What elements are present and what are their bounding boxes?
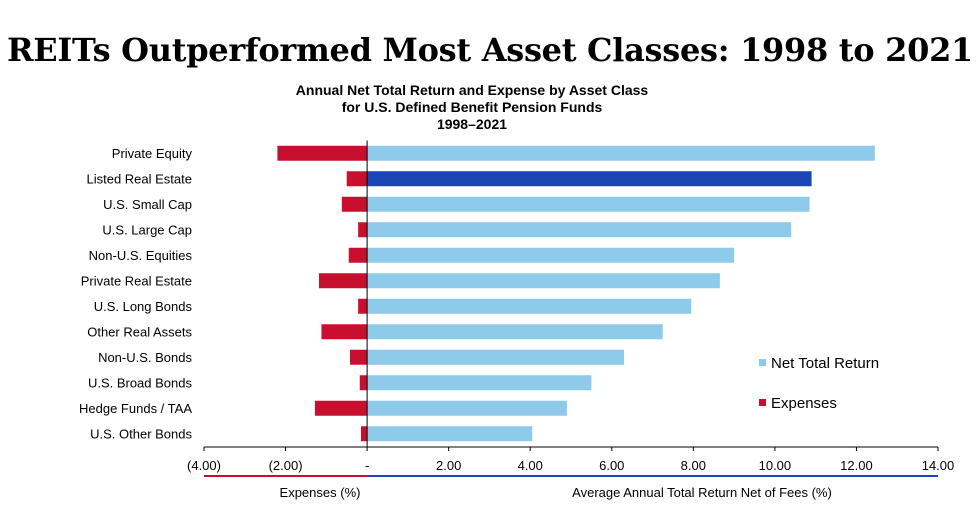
return-bar-u-s-small-cap bbox=[367, 196, 810, 212]
return-bar-non-u-s-equities bbox=[367, 247, 735, 263]
expense-bar-u-s-long-bonds bbox=[358, 298, 368, 314]
x-tick-label: 14.00 bbox=[922, 458, 955, 473]
return-bar-u-s-other-bonds bbox=[367, 426, 533, 442]
bars-group bbox=[277, 145, 875, 442]
chart-title-line-2: for U.S. Defined Benefit Pension Funds bbox=[341, 99, 603, 115]
x-tick-label: 2.00 bbox=[436, 458, 461, 473]
return-bar-u-s-broad-bonds bbox=[367, 375, 592, 391]
x-tick-label: (2.00) bbox=[269, 458, 303, 473]
x-tick-label: 8.00 bbox=[681, 458, 706, 473]
legend: Net Total Return Expenses bbox=[759, 355, 879, 412]
category-label-u-s-small-cap: U.S. Small Cap bbox=[103, 197, 192, 212]
category-labels-group: Private Equity Listed Real Estate U.S. Sma… bbox=[79, 146, 192, 442]
x-tick-label: 10.00 bbox=[759, 458, 792, 473]
expense-bar-u-s-broad-bonds bbox=[359, 375, 368, 391]
x-tick-label: 4.00 bbox=[518, 458, 543, 473]
x-tick-label: - bbox=[365, 458, 369, 473]
x-ticks-group bbox=[203, 447, 939, 451]
legend-label-net-total-return: Net Total Return bbox=[771, 355, 879, 372]
category-label-hedge-funds-taa: Hedge Funds / TAA bbox=[79, 401, 192, 416]
expense-bar-private-real-estate bbox=[318, 273, 368, 289]
category-label-private-equity: Private Equity bbox=[112, 146, 193, 161]
category-label-non-u-s-bonds: Non-U.S. Bonds bbox=[98, 350, 192, 365]
expense-bar-listed-real-estate bbox=[346, 171, 368, 187]
category-label-listed-real-estate: Listed Real Estate bbox=[86, 171, 192, 186]
category-label-non-u-s-equities: Non-U.S. Equities bbox=[89, 248, 193, 263]
return-bar-private-equity bbox=[367, 145, 875, 161]
return-bar-u-s-large-cap bbox=[367, 222, 792, 238]
expense-bar-u-s-other-bonds bbox=[360, 426, 368, 442]
chart-title-line-1: Annual Net Total Return and Expense by A… bbox=[295, 82, 649, 98]
chart-title: Annual Net Total Return and Expense by A… bbox=[222, 82, 722, 133]
legend-swatch-expenses bbox=[759, 399, 766, 406]
category-label-u-s-other-bonds: U.S. Other Bonds bbox=[90, 426, 192, 441]
return-bar-other-real-assets bbox=[367, 324, 663, 340]
x-tick-label: (4.00) bbox=[187, 458, 221, 473]
page-title: REITs Outperformed Most Asset Classes: 1… bbox=[7, 31, 973, 69]
category-label-u-s-broad-bonds: U.S. Broad Bonds bbox=[88, 375, 193, 390]
return-bar-non-u-s-bonds bbox=[367, 349, 625, 365]
category-label-u-s-large-cap: U.S. Large Cap bbox=[102, 222, 192, 237]
category-label-other-real-assets: Other Real Assets bbox=[87, 324, 192, 339]
expense-bar-non-u-s-bonds bbox=[349, 349, 368, 365]
chart-title-line-3: 1998–2021 bbox=[436, 116, 508, 132]
x-axis-label-return: Average Annual Total Return Net of Fees … bbox=[572, 485, 832, 500]
legend-swatch-net-total-return bbox=[759, 359, 766, 366]
legend-label-expenses: Expenses bbox=[771, 395, 837, 412]
category-label-u-s-long-bonds: U.S. Long Bonds bbox=[94, 299, 193, 314]
x-tick-label: 12.00 bbox=[840, 458, 873, 473]
x-tick-label: 6.00 bbox=[599, 458, 624, 473]
return-bar-private-real-estate bbox=[367, 273, 720, 289]
return-bar-listed-real-estate bbox=[367, 171, 812, 187]
expense-bar-hedge-funds-taa bbox=[314, 400, 368, 416]
expense-bar-other-real-assets bbox=[321, 324, 368, 340]
expense-bar-private-equity bbox=[277, 145, 368, 161]
category-label-private-real-estate: Private Real Estate bbox=[81, 273, 192, 288]
return-bar-u-s-long-bonds bbox=[367, 298, 692, 314]
return-bar-hedge-funds-taa bbox=[367, 400, 567, 416]
expense-bar-non-u-s-equities bbox=[348, 247, 368, 263]
x-tick-labels-group: (4.00) (2.00) - 2.00 4.00 6.00 8.00 10.00 12.00 1… bbox=[187, 458, 954, 473]
expense-bar-u-s-small-cap bbox=[341, 196, 368, 212]
x-axis-label-expenses: Expenses (%) bbox=[280, 485, 361, 500]
expense-bar-u-s-large-cap bbox=[358, 222, 368, 238]
